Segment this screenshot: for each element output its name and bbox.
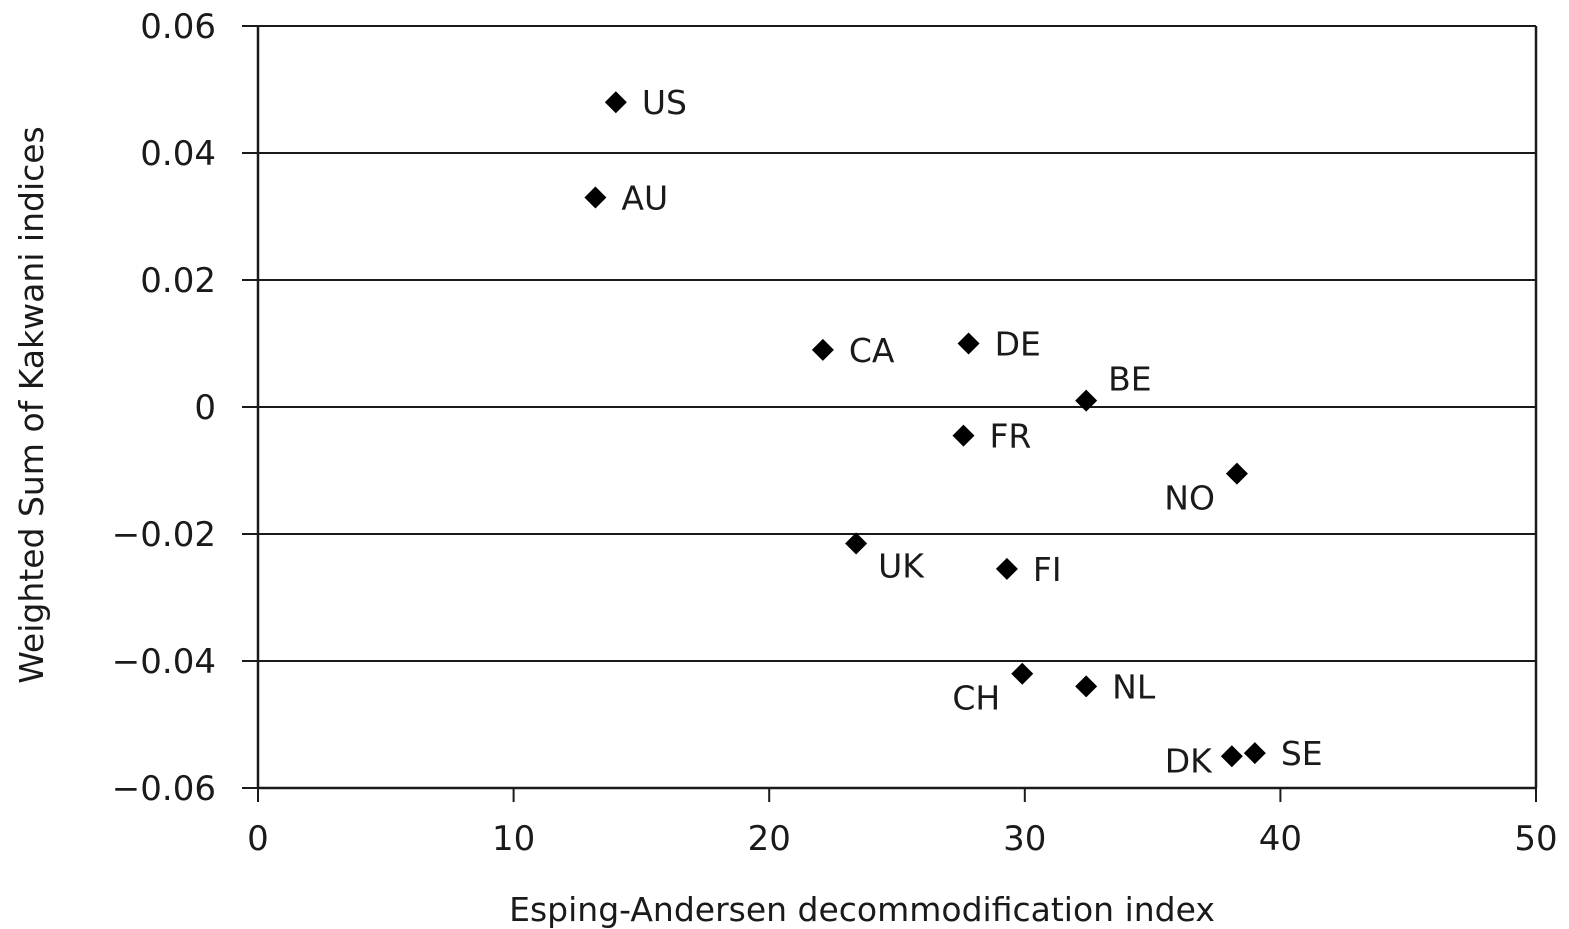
point-label-uk: UK — [878, 547, 925, 586]
point-marker-ch — [1011, 662, 1034, 685]
point-marker-uk — [845, 532, 868, 555]
x-tick-label: 10 — [492, 819, 535, 859]
grid-lines — [258, 25, 1536, 789]
point-marker-no — [1225, 462, 1248, 485]
tick-labels: 0.06 0.04 0.02 0 −0.02 −0.04 −0.06 0 10 20 30 40 50 — [112, 7, 1558, 859]
point-label-fr: FR — [989, 417, 1031, 456]
point-marker-fi — [995, 557, 1018, 580]
x-tick-label: 30 — [1003, 819, 1046, 859]
point-label-dk: DK — [1165, 741, 1213, 780]
point-label-us: US — [642, 83, 687, 122]
point-label-be: BE — [1108, 360, 1152, 399]
y-axis-title: Weighted Sum of Kakwani indices — [12, 126, 51, 684]
point-marker-fr — [952, 424, 975, 447]
y-tick-label: 0.06 — [140, 7, 216, 47]
y-tick-label: −0.02 — [112, 515, 216, 555]
x-axis-title: Esping-Andersen decommodification index — [509, 890, 1215, 929]
x-tick-label: 40 — [1259, 819, 1302, 859]
x-tick-label: 20 — [748, 819, 791, 859]
x-tick-label: 0 — [247, 819, 269, 859]
point-label-de: DE — [995, 325, 1041, 364]
y-tick-label: 0.02 — [140, 261, 216, 301]
y-tick-label: 0 — [194, 388, 216, 428]
x-tick-label: 50 — [1514, 819, 1557, 859]
point-marker-nl — [1075, 675, 1098, 698]
point-marker-be — [1075, 389, 1098, 412]
point-label-no: NO — [1164, 479, 1215, 518]
point-marker-ca — [811, 338, 834, 361]
point-marker-dk — [1220, 745, 1243, 768]
point-label-au: AU — [621, 178, 668, 217]
y-tick-label: 0.04 — [140, 134, 216, 174]
point-label-nl: NL — [1112, 667, 1156, 706]
y-tick-label: −0.04 — [112, 642, 216, 682]
point-label-se: SE — [1281, 734, 1323, 773]
axes — [242, 25, 1538, 802]
point-marker-au — [584, 186, 607, 209]
point-label-ch: CH — [952, 679, 1000, 718]
point-marker-us — [604, 91, 627, 114]
point-marker-se — [1243, 742, 1266, 765]
y-tick-label: −0.06 — [112, 769, 216, 809]
point-marker-de — [957, 332, 980, 355]
point-label-ca: CA — [849, 331, 895, 370]
point-label-fi: FI — [1033, 550, 1062, 589]
